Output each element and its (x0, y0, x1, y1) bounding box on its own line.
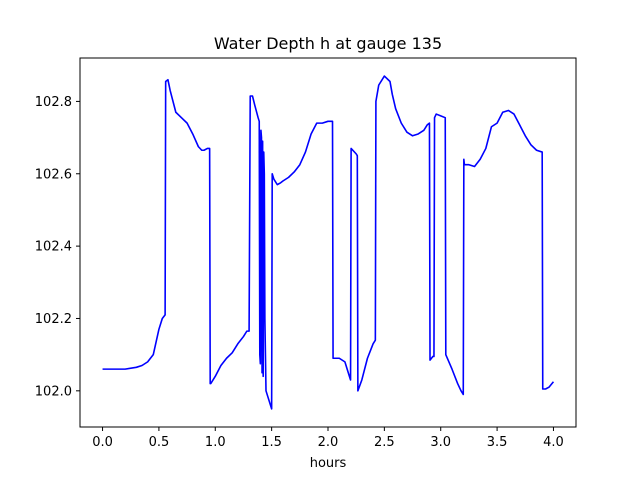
y-tick-label: 102.6 (35, 167, 72, 182)
x-tick-label: 0.5 (149, 435, 170, 450)
plot-area (102, 75, 555, 410)
y-tick-label: 102.4 (35, 240, 72, 255)
x-tick-label: 1.0 (205, 435, 226, 450)
y-tick-label: 102.2 (35, 312, 72, 327)
x-tick-label: 1.5 (261, 435, 282, 450)
x-tick-label: 4.0 (543, 435, 564, 450)
x-tick-label: 3.5 (487, 435, 508, 450)
y-tick-label: 102.0 (35, 384, 72, 399)
x-axis-label: hours (310, 456, 347, 471)
axis-ticks: 0.0 0.5 1.0 1.5 2.0 2.5 3.0 3.5 4.0 102.0 102.2 102… (35, 95, 564, 450)
x-tick-label: 2.0 (318, 435, 339, 450)
y-tick-label: 102.8 (35, 95, 72, 110)
x-tick-label: 3.0 (430, 435, 451, 450)
x-tick-label: 2.5 (374, 435, 395, 450)
chart-title: Water Depth h at gauge 135 (214, 34, 442, 53)
series-line (102, 75, 555, 410)
x-tick-label: 0.0 (92, 435, 113, 450)
axes-frame (79, 57, 577, 428)
